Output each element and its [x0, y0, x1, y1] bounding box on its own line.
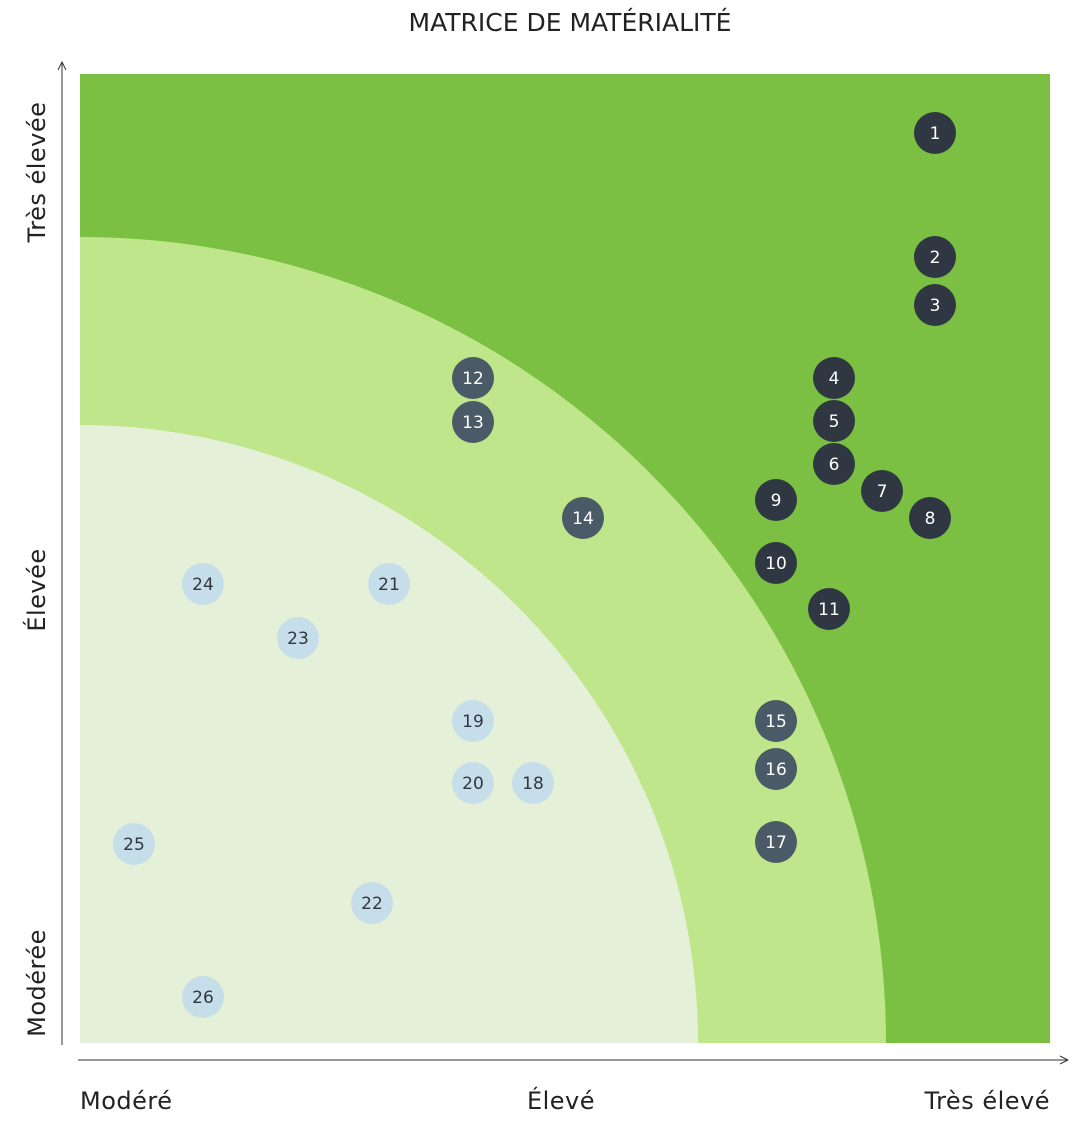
node	[755, 700, 797, 742]
node	[452, 401, 494, 443]
node-label: 7	[877, 482, 888, 502]
node-label: 18	[522, 774, 544, 794]
node-label: 26	[192, 988, 214, 1008]
x-label: Très élevé	[923, 1087, 1050, 1115]
node	[182, 563, 224, 605]
node-label: 19	[462, 712, 484, 732]
node	[755, 821, 797, 863]
node-label: 6	[829, 455, 840, 475]
node-label: 11	[818, 600, 840, 620]
node-label: 23	[287, 629, 309, 649]
node-label: 10	[765, 554, 787, 574]
title: MATRICE DE MATÉRIALITÉ	[409, 8, 732, 37]
nodes: 1234567891011121314151617181920212223242…	[113, 112, 956, 1018]
node-label: 2	[930, 248, 941, 268]
node-label: 22	[361, 894, 383, 914]
node	[914, 236, 956, 278]
y-label: Élevée	[22, 548, 51, 631]
zone-low	[80, 425, 698, 1043]
node	[808, 588, 850, 630]
node-label: 3	[930, 296, 941, 316]
node	[813, 357, 855, 399]
node	[368, 563, 410, 605]
node-label: 15	[765, 712, 787, 732]
node	[277, 617, 319, 659]
node-label: 17	[765, 833, 787, 853]
node-label: 12	[462, 369, 484, 389]
node-label: 14	[572, 509, 594, 529]
node	[351, 882, 393, 924]
node-label: 4	[829, 369, 840, 389]
node	[861, 470, 903, 512]
node-label: 21	[378, 575, 400, 595]
node	[914, 284, 956, 326]
node-label: 24	[192, 575, 214, 595]
node	[909, 497, 951, 539]
node-label: 5	[829, 412, 840, 432]
node	[452, 762, 494, 804]
node-label: 1	[930, 124, 941, 144]
node-label: 8	[925, 509, 936, 529]
node-label: 13	[462, 413, 484, 433]
y-label: Très élevée	[23, 102, 51, 244]
x-label: Modéré	[80, 1087, 173, 1115]
node	[512, 762, 554, 804]
node	[813, 443, 855, 485]
node-label: 25	[123, 835, 145, 855]
node	[755, 748, 797, 790]
node	[182, 976, 224, 1018]
node	[562, 497, 604, 539]
node	[755, 542, 797, 584]
node	[452, 700, 494, 742]
y-label: Modérée	[23, 929, 51, 1037]
node-label: 16	[765, 760, 787, 780]
node	[813, 400, 855, 442]
node-label: 9	[771, 491, 782, 511]
node	[113, 823, 155, 865]
node	[755, 479, 797, 521]
x-label: Élevé	[527, 1086, 595, 1115]
node	[914, 112, 956, 154]
node	[452, 357, 494, 399]
node-label: 20	[462, 774, 484, 794]
